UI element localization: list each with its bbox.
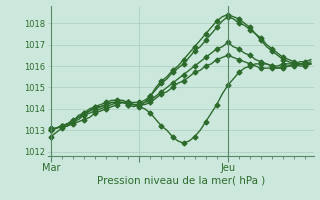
- X-axis label: Pression niveau de la mer( hPa ): Pression niveau de la mer( hPa ): [97, 176, 265, 186]
